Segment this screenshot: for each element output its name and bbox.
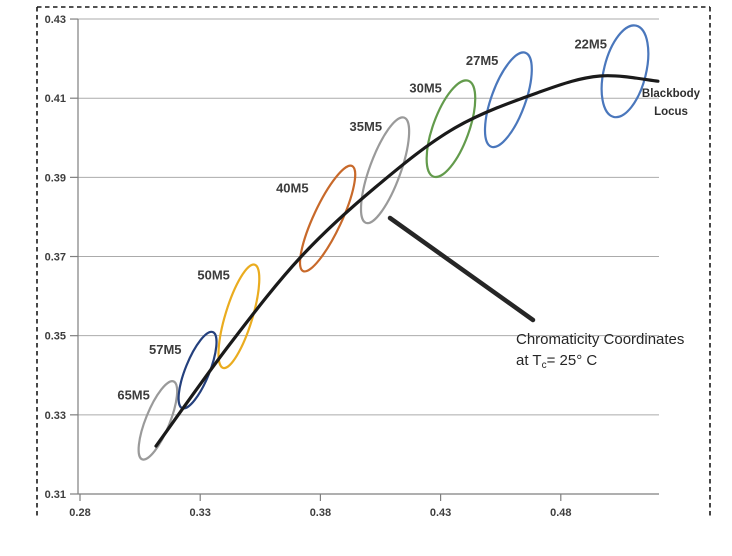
ellipse-27M5 [483,51,533,149]
x-tick-label: 0.43 [430,507,451,519]
curve-layer [154,74,660,448]
dashed-border-layer [36,6,711,518]
annotation-leader-line [387,215,536,323]
annotation-line2-prefix: at T [516,352,542,369]
ellipse-layer [137,24,650,461]
y-tick-label: 0.41 [45,93,66,105]
ellipse-label-57M5: 57M5 [149,342,182,357]
y-tick-label: 0.31 [45,489,66,501]
ellipse-50M5 [217,263,261,370]
annotation-line1: Chromaticity Coordinates [516,331,684,348]
ellipse-22M5 [600,24,650,119]
axis-layer: 0.31 0.33 0.35 0.37 0.39 0.41 0.43 0.28 0.33 0.38… [45,14,659,519]
annotation-line2-subscript: c [542,360,547,371]
blackbody-locus-label-line2: Locus [654,106,688,118]
y-tick-label: 0.43 [45,14,66,26]
ellipse-57M5 [177,330,218,410]
ellipse-65M5 [137,380,179,461]
ellipse-label-40M5: 40M5 [276,181,309,196]
label-layer: 65M5 57M5 50M5 40M5 35M5 30M5 27M5 22M5 Blackbod… [117,36,700,402]
y-tick-label: 0.37 [45,252,66,264]
blackbody-locus-label-line1: Blackbody [642,88,701,100]
x-tick-label: 0.28 [69,507,90,519]
ellipse-label-27M5: 27M5 [466,53,499,68]
ellipse-label-30M5: 30M5 [409,81,442,96]
ellipse-label-50M5: 50M5 [197,267,230,282]
blackbody-locus-curve [154,74,660,448]
x-tick-label: 0.38 [310,507,331,519]
ellipse-label-35M5: 35M5 [350,119,383,134]
annotation-layer: Chromaticity Coordinates at Tc= 25° C [387,215,684,371]
ellipse-35M5 [359,116,411,225]
y-tick-label: 0.35 [45,331,66,343]
x-tick-label: 0.33 [189,507,210,519]
x-tick-label: 0.48 [550,507,571,519]
y-tick-label: 0.33 [45,410,66,422]
y-tick-label: 0.39 [45,172,66,184]
annotation-line2-suffix: = 25° C [547,352,598,369]
ellipse-label-65M5: 65M5 [117,387,150,402]
ellipse-30M5 [425,79,477,179]
ellipse-40M5 [298,164,357,273]
ellipse-label-22M5: 22M5 [574,36,607,51]
annotation-line2: at Tc= 25° C [516,352,597,371]
gridline-layer [78,18,659,416]
